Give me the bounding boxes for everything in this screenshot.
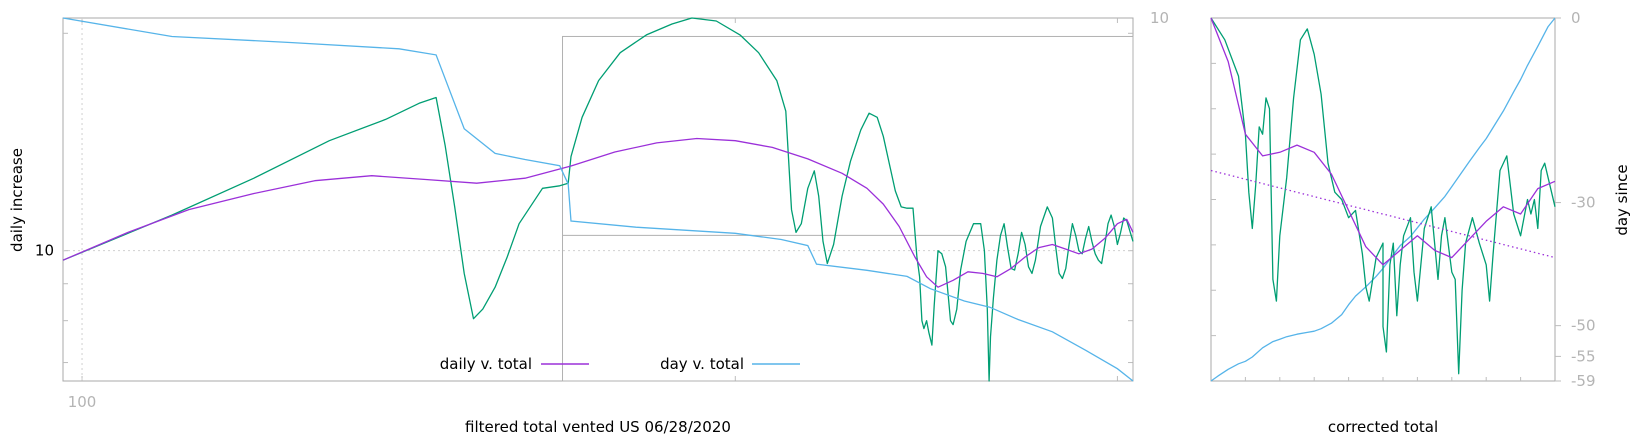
y-axis-label: daily increase — [8, 148, 26, 252]
side-y-axis-label: day since — [1613, 164, 1631, 235]
main-series-line-0 — [62, 17, 1134, 382]
side-minor-ticks — [1211, 62, 1522, 381]
side-series-line-1 — [1210, 17, 1556, 375]
side-y-tick-label: -55 — [1571, 347, 1596, 365]
side-series-group — [1210, 17, 1556, 382]
side-panel: 0 -30 -50 -55 -59 day since corrected total — [1210, 9, 1631, 436]
side-y-tick-labels: 0 -30 -50 -55 -59 — [1555, 9, 1596, 390]
y2-tick-label-10: 10 — [1150, 9, 1169, 27]
side-x-axis-label: corrected total — [1328, 418, 1438, 436]
main-series-day-line — [62, 17, 1134, 382]
main-panel: 100 10 10 daily increase filtered total … — [8, 9, 1169, 436]
main-series-group — [62, 17, 1134, 382]
legend-label-daily: daily v. total — [440, 355, 532, 373]
main-series-line-1 — [62, 137, 1134, 288]
inset-rectangle — [562, 35, 1134, 382]
side-series-line-2 — [1210, 17, 1556, 266]
side-y-tick-label: -30 — [1571, 194, 1596, 212]
main-minor-ticks — [63, 18, 1133, 381]
main-plot-frame — [62, 17, 1134, 382]
side-y-tick-label: 0 — [1571, 9, 1581, 27]
side-y-tick-label: -59 — [1571, 372, 1596, 390]
side-series-line-3 — [1210, 169, 1556, 259]
legend: daily v. total day v. total — [440, 355, 800, 373]
y-tick-label-10: 10 — [35, 242, 54, 260]
side-y-tick-label: -50 — [1571, 317, 1596, 335]
x-axis-label: filtered total vented US 06/28/2020 — [465, 418, 731, 436]
legend-label-day: day v. total — [660, 355, 744, 373]
x-tick-label-100: 100 — [68, 393, 97, 411]
